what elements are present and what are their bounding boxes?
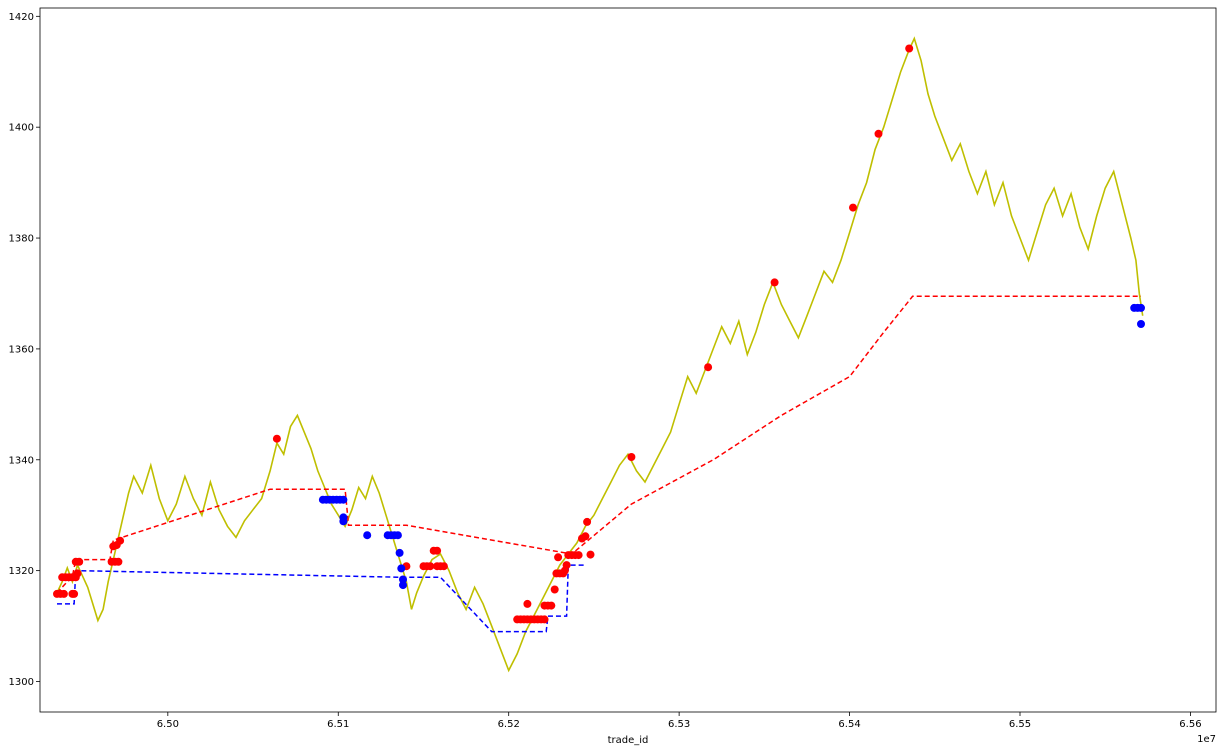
x-tick-label: 6.55 bbox=[1009, 719, 1031, 730]
series-line-1 bbox=[56, 36, 1144, 673]
marker-point bbox=[399, 581, 407, 590]
x-axis-offset-text: 1e7 bbox=[1197, 734, 1216, 745]
marker-point bbox=[393, 531, 402, 540]
x-tick-label: 6.50 bbox=[157, 719, 179, 730]
y-tick-label: 1420 bbox=[9, 12, 34, 23]
marker-point bbox=[586, 550, 595, 559]
series-line-3 bbox=[57, 564, 586, 633]
marker-point bbox=[272, 434, 281, 443]
marker-point bbox=[550, 585, 559, 594]
x-tick-label: 6.56 bbox=[1179, 719, 1201, 730]
marker-point bbox=[73, 569, 82, 578]
y-tick-label: 1380 bbox=[9, 234, 34, 245]
plot-area bbox=[53, 36, 1145, 673]
x-axis-label: trade_id bbox=[608, 735, 649, 746]
marker-point bbox=[581, 532, 590, 541]
marker-point bbox=[114, 557, 123, 566]
series-line-2 bbox=[56, 295, 1141, 594]
marker-point bbox=[627, 453, 636, 461]
marker-point bbox=[523, 599, 532, 608]
marker-point bbox=[1137, 320, 1145, 328]
marker-point bbox=[849, 203, 857, 212]
marker-point bbox=[439, 562, 448, 571]
marker-point bbox=[59, 589, 68, 598]
marker-point bbox=[339, 495, 348, 504]
marker-point bbox=[339, 517, 348, 526]
y-tick-label: 1320 bbox=[9, 566, 34, 577]
marker-point bbox=[426, 562, 435, 571]
marker-point bbox=[562, 561, 571, 570]
y-tick-label: 1400 bbox=[9, 123, 34, 134]
x-tick-label: 6.54 bbox=[838, 719, 860, 730]
marker-point bbox=[395, 548, 404, 557]
x-axis: 6.50 6.51 6.52 6.53 6.54 6.55 6.56 bbox=[157, 712, 1202, 730]
marker-point bbox=[874, 129, 883, 138]
marker-point bbox=[116, 536, 125, 545]
marker-point bbox=[1137, 303, 1145, 312]
marker-point bbox=[704, 363, 713, 372]
x-tick-label: 6.53 bbox=[668, 719, 690, 730]
marker-point bbox=[574, 551, 583, 560]
marker-point bbox=[583, 517, 592, 526]
y-tick-label: 1300 bbox=[9, 677, 34, 688]
marker-point bbox=[540, 615, 549, 624]
marker-point bbox=[363, 531, 372, 540]
y-tick-label: 1360 bbox=[9, 344, 34, 355]
marker-point bbox=[399, 575, 407, 584]
marker-point bbox=[905, 44, 914, 53]
marker-point bbox=[770, 278, 779, 287]
marker-point bbox=[70, 589, 79, 598]
y-axis: 1300 1320 1340 1360 1380 1400 1420 bbox=[9, 12, 40, 688]
marker-point bbox=[397, 564, 406, 573]
marker-point bbox=[75, 557, 84, 566]
marker-point bbox=[433, 546, 442, 555]
x-tick-label: 6.52 bbox=[498, 719, 520, 730]
marker-point bbox=[547, 601, 556, 610]
axes-frame bbox=[39, 7, 1217, 713]
x-tick-label: 6.51 bbox=[327, 719, 349, 730]
y-tick-label: 1340 bbox=[9, 455, 34, 466]
marker-point bbox=[554, 553, 563, 562]
